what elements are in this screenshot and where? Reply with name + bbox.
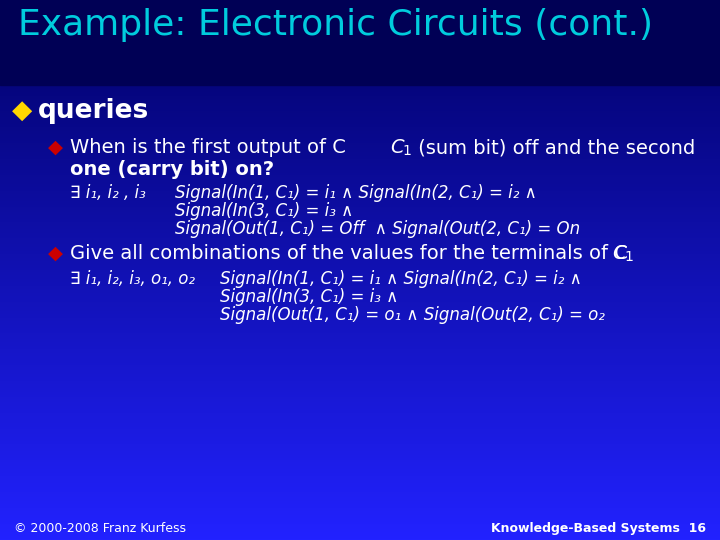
Text: Signal(In(1, C₁) = i₁ ∧ Signal(In(2, C₁) = i₂ ∧: Signal(In(1, C₁) = i₁ ∧ Signal(In(2, C₁)… — [220, 270, 582, 288]
Text: Give all combinations of the values for the terminals of C: Give all combinations of the values for … — [70, 244, 628, 263]
Text: ◆: ◆ — [48, 138, 63, 157]
Text: Signal(In(3, C₁) = i₃ ∧: Signal(In(3, C₁) = i₃ ∧ — [220, 288, 398, 306]
Text: ◆: ◆ — [12, 98, 32, 124]
Text: (sum bit) off and the second: (sum bit) off and the second — [412, 138, 696, 157]
Text: C: C — [390, 138, 404, 157]
Text: When is the first output of C: When is the first output of C — [70, 138, 346, 157]
Text: Signal(Out(1, C₁) = Off  ∧ Signal(Out(2, C₁) = On: Signal(Out(1, C₁) = Off ∧ Signal(Out(2, … — [175, 220, 580, 238]
Text: queries: queries — [38, 98, 149, 124]
Bar — [0, 0, 720, 85]
Text: ∃ i₁, i₂ , i₃: ∃ i₁, i₂ , i₃ — [70, 184, 145, 202]
Text: ∃ i₁, i₂, i₃, o₁, o₂: ∃ i₁, i₂, i₃, o₁, o₂ — [70, 270, 195, 288]
Text: 1: 1 — [624, 250, 633, 264]
Text: Knowledge-Based Systems  16: Knowledge-Based Systems 16 — [491, 522, 706, 535]
Text: 1: 1 — [402, 144, 411, 158]
Text: one (carry bit) on?: one (carry bit) on? — [70, 160, 274, 179]
Text: Signal(Out(1, C₁) = o₁ ∧ Signal(Out(2, C₁) = o₂: Signal(Out(1, C₁) = o₁ ∧ Signal(Out(2, C… — [220, 306, 605, 324]
Text: C: C — [612, 244, 626, 263]
Text: © 2000-2008 Franz Kurfess: © 2000-2008 Franz Kurfess — [14, 522, 186, 535]
Text: Signal(In(1, C₁) = i₁ ∧ Signal(In(2, C₁) = i₂ ∧: Signal(In(1, C₁) = i₁ ∧ Signal(In(2, C₁)… — [175, 184, 536, 202]
Text: ◆: ◆ — [48, 244, 63, 263]
Text: Signal(In(3, C₁) = i₃ ∧: Signal(In(3, C₁) = i₃ ∧ — [175, 202, 354, 220]
Text: Example: Electronic Circuits (cont.): Example: Electronic Circuits (cont.) — [18, 8, 653, 42]
